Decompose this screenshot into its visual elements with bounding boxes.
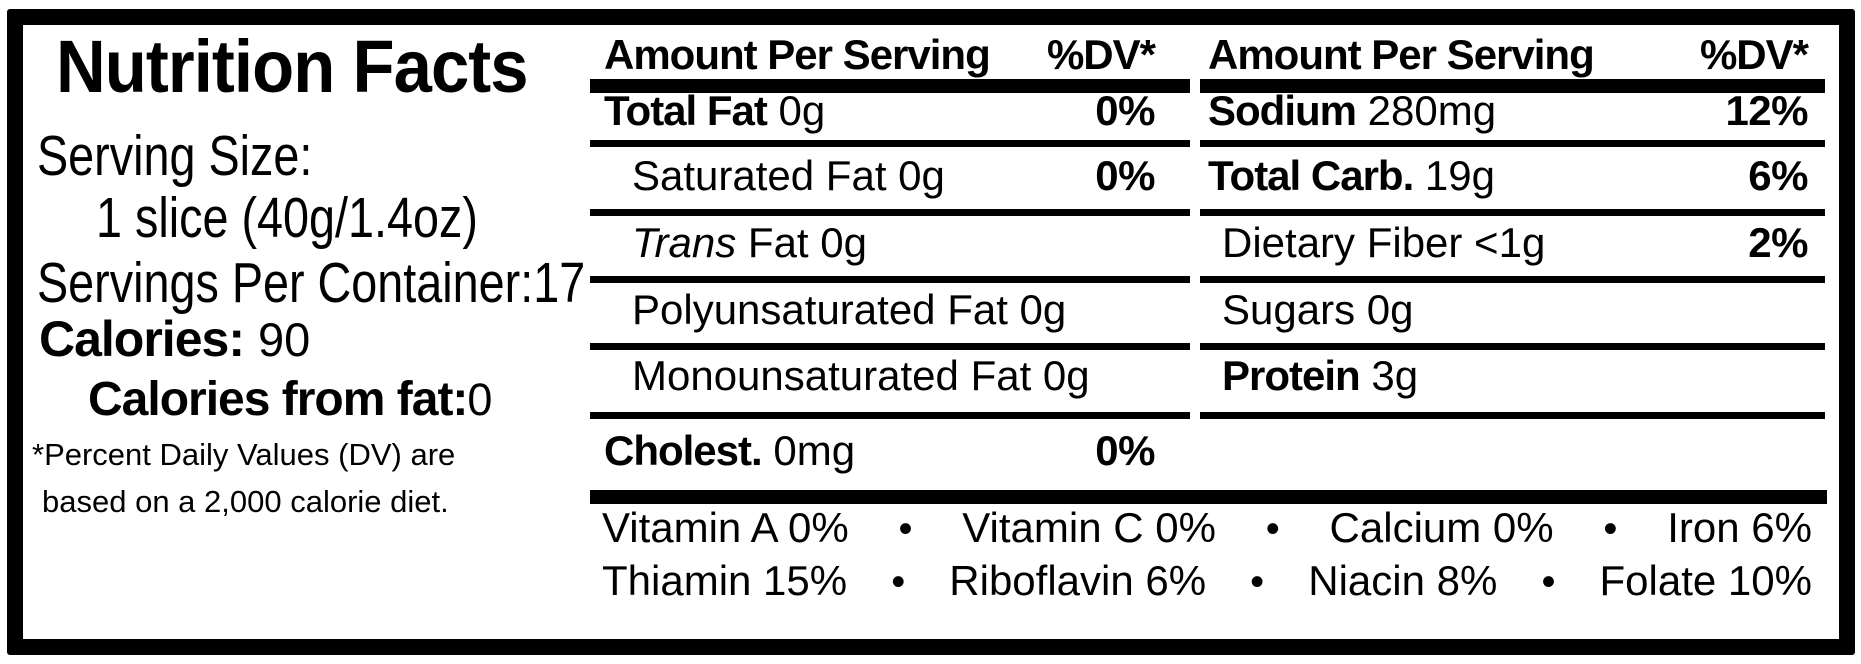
nutrient-dv: 0% (1095, 87, 1155, 134)
divider (590, 140, 1190, 147)
vitamin-item: Vitamin A 0% (602, 504, 849, 551)
footnote-line-2: based on a 2,000 calorie diet. (42, 484, 449, 519)
nutrient-dv: 0% (1095, 427, 1155, 474)
nutrient-amount: Sugars 0g (1222, 286, 1414, 333)
bullet-separator: • (1541, 560, 1556, 604)
divider (1200, 140, 1825, 147)
divider (590, 412, 1190, 419)
page-title: Nutrition Facts (56, 25, 529, 108)
serving-size-label: Serving Size: (37, 124, 313, 188)
calories-from-fat-row: Calories from fat:0 (88, 376, 492, 424)
nutrient-amount: Monounsaturated Fat 0g (632, 352, 1090, 399)
row-saturated-fat: Saturated Fat 0g 0% (604, 151, 1155, 201)
bullet-separator: • (1250, 560, 1265, 604)
divider (1200, 209, 1825, 216)
amount-per-serving-header: Amount Per Serving (604, 31, 991, 78)
vitamin-item: Vitamin C 0% (962, 504, 1216, 551)
calories-row: Calories: 90 (39, 314, 310, 364)
row-protein: Protein 3g (1208, 351, 1808, 401)
nutrient-amount: Saturated Fat 0g (632, 152, 945, 199)
row-total-fat: Total Fat 0g 0% (604, 86, 1155, 136)
calories-label: Calories: (39, 311, 245, 367)
nutrient-dv: 12% (1725, 87, 1808, 134)
calories-from-fat-label: Calories from fat: (88, 373, 468, 426)
footnote-line-1: *Percent Daily Values (DV) are (32, 437, 456, 472)
nutrient-amount: 280mg (1356, 87, 1497, 134)
row-dietary-fiber: Dietary Fiber <1g 2% (1208, 218, 1808, 268)
divider (590, 343, 1190, 350)
divider-thick (590, 490, 1827, 504)
row-sugars: Sugars 0g (1208, 285, 1808, 335)
right-column-header: Amount Per Serving %DV* (1208, 30, 1809, 80)
vitamin-item: Calcium 0% (1329, 504, 1554, 551)
vitamin-item: Iron 6% (1667, 504, 1812, 551)
row-monounsaturated-fat: Monounsaturated Fat 0g (604, 351, 1155, 401)
calories-value: 90 (257, 313, 311, 366)
nutrient-dv: 2% (1748, 219, 1808, 266)
row-cholesterol: Cholest. 0mg 0% (604, 426, 1155, 476)
vitamin-item: Thiamin 15% (602, 557, 848, 604)
nutrient-dv: 6% (1748, 152, 1808, 199)
nutrient-amount: 3g (1359, 352, 1419, 399)
divider (590, 276, 1190, 283)
nutrient-name: Sodium (1208, 87, 1357, 134)
nutrient-name: Trans (632, 219, 737, 266)
dv-header: %DV* (1699, 31, 1809, 78)
divider (1200, 276, 1825, 283)
serving-size-value: 1 slice (40g/1.4oz) (96, 186, 478, 250)
vitamin-item: Riboflavin 6% (949, 557, 1207, 604)
servings-per-container: Servings Per Container:17 (37, 251, 586, 315)
bullet-separator: • (891, 560, 906, 604)
middle-column-header: Amount Per Serving %DV* (604, 30, 1156, 80)
row-total-carb: Total Carb. 19g 6% (1208, 151, 1808, 201)
nutrient-name: Total Fat (604, 87, 768, 134)
vitamins-row-1: Vitamin A 0% • Vitamin C 0% • Calcium 0% • Iro… (602, 503, 1812, 554)
nutrient-dv: 0% (1095, 152, 1155, 199)
nutrient-amount: 19g (1413, 152, 1495, 199)
dv-header: %DV* (1046, 31, 1156, 78)
divider (1200, 79, 1825, 93)
nutrient-amount: 0mg (761, 427, 856, 474)
nutrition-facts-label (7, 9, 1855, 655)
vitamin-item: Niacin 8% (1308, 557, 1498, 604)
row-trans-fat: Trans Fat 0g (604, 218, 1155, 268)
nutrient-amount: Dietary Fiber <1g (1222, 219, 1546, 266)
divider (1200, 412, 1825, 419)
nutrient-name: Cholest. (604, 427, 763, 474)
divider (590, 79, 1190, 93)
calories-from-fat-value: 0 (467, 374, 493, 425)
nutrient-amount: Fat 0g (736, 219, 867, 266)
nutrient-amount: Polyunsaturated Fat 0g (632, 286, 1067, 333)
row-sodium: Sodium 280mg 12% (1208, 86, 1808, 136)
bullet-separator: • (898, 507, 913, 551)
vitamins-row-2: Thiamin 15% • Riboflavin 6% • Niacin 8% • Fola… (602, 556, 1812, 607)
amount-per-serving-header: Amount Per Serving (1208, 31, 1595, 78)
nutrient-amount: 0g (766, 87, 826, 134)
bullet-separator: • (1603, 507, 1618, 551)
vitamin-item: Folate 10% (1599, 557, 1812, 604)
nutrient-name: Protein (1222, 352, 1361, 399)
divider (590, 209, 1190, 216)
nutrient-name: Total Carb. (1208, 152, 1414, 199)
divider (1200, 343, 1825, 350)
bullet-separator: • (1265, 507, 1280, 551)
row-polyunsaturated-fat: Polyunsaturated Fat 0g (604, 285, 1155, 335)
